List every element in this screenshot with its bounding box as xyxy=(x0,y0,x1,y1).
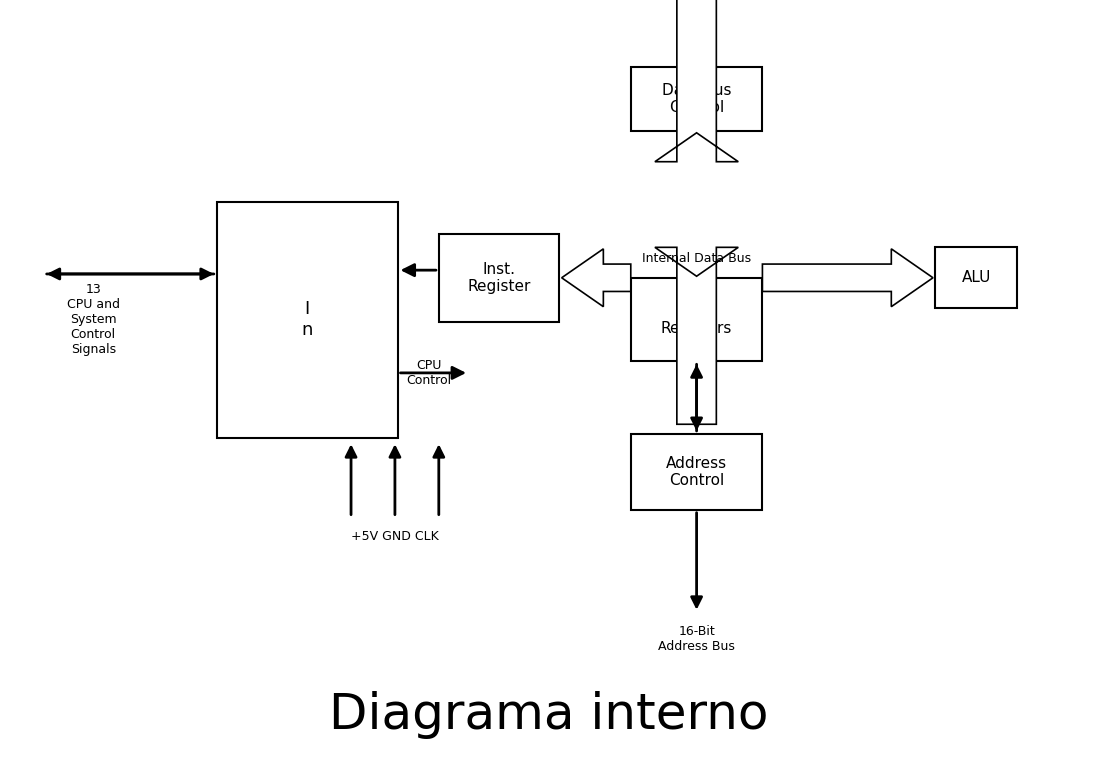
Bar xyxy=(631,434,762,510)
Text: ALU: ALU xyxy=(962,270,991,285)
Bar xyxy=(216,202,397,438)
Text: CPU
Control: CPU Control xyxy=(406,359,452,387)
Bar xyxy=(935,247,1018,308)
Polygon shape xyxy=(562,249,631,307)
Text: Data Bus
Control: Data Bus Control xyxy=(661,83,732,115)
Polygon shape xyxy=(655,247,738,425)
Text: +5V GND CLK: +5V GND CLK xyxy=(351,530,439,543)
Text: 13
CPU and
System
Control
Signals: 13 CPU and System Control Signals xyxy=(67,283,120,356)
Text: Diagrama interno: Diagrama interno xyxy=(329,691,768,740)
Text: I
n: I n xyxy=(302,301,313,339)
Text: Inst.
Register: Inst. Register xyxy=(467,262,531,294)
Text: CPU
Registers: CPU Registers xyxy=(660,304,733,336)
Bar xyxy=(631,278,762,361)
Polygon shape xyxy=(762,249,932,307)
Polygon shape xyxy=(655,0,738,161)
Text: Internal Data Bus: Internal Data Bus xyxy=(642,252,751,266)
Text: Address
Control: Address Control xyxy=(666,456,727,488)
Bar xyxy=(439,234,559,321)
Bar xyxy=(631,67,762,131)
Text: 16-Bit
Address Bus: 16-Bit Address Bus xyxy=(658,626,735,653)
